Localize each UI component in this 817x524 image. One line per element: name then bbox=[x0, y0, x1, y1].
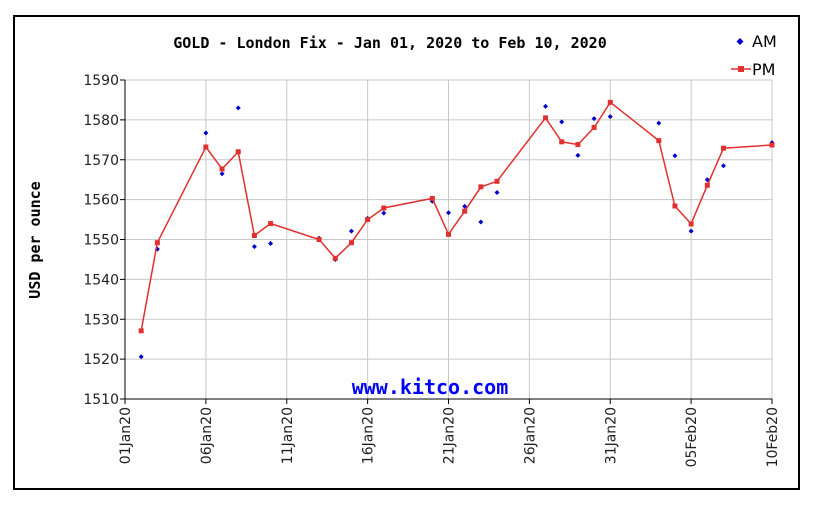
pm-point bbox=[478, 184, 484, 190]
am-point bbox=[672, 153, 678, 159]
legend-am-marker bbox=[736, 38, 744, 45]
legend-pm-label: PM bbox=[752, 60, 775, 79]
pm-point bbox=[332, 255, 338, 261]
am-point bbox=[543, 103, 549, 109]
y-tick-label: 1590 bbox=[83, 73, 119, 89]
pm-point bbox=[154, 240, 160, 246]
am-point bbox=[235, 105, 241, 111]
pm-point bbox=[219, 166, 225, 172]
am-point bbox=[575, 152, 581, 158]
am-point bbox=[607, 114, 613, 120]
series-layer bbox=[138, 99, 775, 360]
pm-point bbox=[268, 221, 274, 227]
axes bbox=[120, 79, 773, 404]
am-point bbox=[494, 189, 500, 195]
pm-point bbox=[769, 142, 775, 148]
pm-point bbox=[138, 328, 144, 334]
am-point bbox=[478, 219, 484, 225]
pm-point bbox=[672, 203, 678, 209]
am-point bbox=[203, 130, 209, 136]
chart-title: GOLD - London Fix - Jan 01, 2020 to Feb … bbox=[173, 34, 606, 52]
am-point bbox=[559, 119, 565, 125]
pm-point bbox=[348, 240, 354, 246]
y-tick-label: 1550 bbox=[83, 233, 119, 249]
am-point bbox=[268, 240, 274, 246]
series-pm bbox=[138, 99, 775, 334]
pm-point bbox=[381, 205, 387, 211]
am-point bbox=[462, 203, 468, 209]
pm-point bbox=[591, 124, 597, 130]
x-tick-label: 05Feb20 bbox=[684, 407, 700, 467]
am-point bbox=[656, 120, 662, 126]
pm-point bbox=[365, 217, 371, 223]
pm-point bbox=[688, 221, 694, 227]
legend-am-label: AM bbox=[752, 32, 777, 51]
y-axis-label: USD per ounce bbox=[26, 181, 44, 298]
pm-point bbox=[656, 138, 662, 144]
y-tick-label: 1510 bbox=[83, 392, 119, 408]
series-am bbox=[138, 103, 775, 360]
am-point bbox=[688, 228, 694, 234]
am-point bbox=[381, 210, 387, 216]
y-tick-label: 1530 bbox=[83, 312, 119, 328]
pm-point bbox=[494, 178, 500, 184]
x-tick-label: 26Jan20 bbox=[522, 407, 538, 464]
pm-point bbox=[251, 233, 257, 239]
y-tick-label: 1520 bbox=[83, 352, 119, 368]
pm-point bbox=[704, 182, 710, 188]
kitco-watermark: www.kitco.com bbox=[352, 375, 509, 399]
am-point bbox=[251, 244, 257, 250]
legend-pm-marker bbox=[738, 66, 744, 72]
am-point bbox=[348, 228, 354, 234]
x-tick-label: 06Jan20 bbox=[199, 407, 215, 464]
y-tick-label: 1560 bbox=[83, 193, 119, 209]
am-point bbox=[138, 354, 144, 360]
pm-point bbox=[235, 149, 241, 155]
legend: AM PM bbox=[731, 32, 777, 79]
pm-point bbox=[720, 145, 726, 151]
x-tick-label: 31Jan20 bbox=[603, 407, 619, 464]
x-tick-label: 11Jan20 bbox=[280, 407, 296, 464]
x-tick-label: 10Feb20 bbox=[765, 407, 781, 467]
pm-point bbox=[575, 142, 581, 148]
y-tick-label: 1540 bbox=[83, 272, 119, 288]
grid bbox=[124, 79, 773, 400]
y-tick-label: 1580 bbox=[83, 113, 119, 129]
pm-point bbox=[316, 237, 322, 242]
am-point bbox=[591, 116, 597, 122]
pm-point bbox=[607, 99, 613, 105]
am-point bbox=[219, 171, 225, 177]
pm-point bbox=[559, 139, 565, 145]
series-line-pm bbox=[140, 101, 773, 331]
x-tick-label: 01Jan20 bbox=[118, 407, 134, 464]
chart-frame bbox=[13, 15, 800, 490]
y-tick-label: 1570 bbox=[83, 153, 119, 169]
pm-point bbox=[446, 231, 451, 237]
pm-point bbox=[203, 144, 209, 150]
pm-point bbox=[462, 208, 468, 214]
pm-point bbox=[543, 115, 549, 121]
am-point bbox=[720, 163, 726, 169]
x-tick-label: 16Jan20 bbox=[361, 407, 377, 464]
am-point bbox=[446, 210, 451, 216]
x-tick-label: 21Jan20 bbox=[442, 407, 458, 464]
pm-point bbox=[429, 195, 435, 201]
tick-labels: 1510 1520 1530 1540 1550 1560 1570 1580 1590 01Ja… bbox=[83, 73, 781, 467]
